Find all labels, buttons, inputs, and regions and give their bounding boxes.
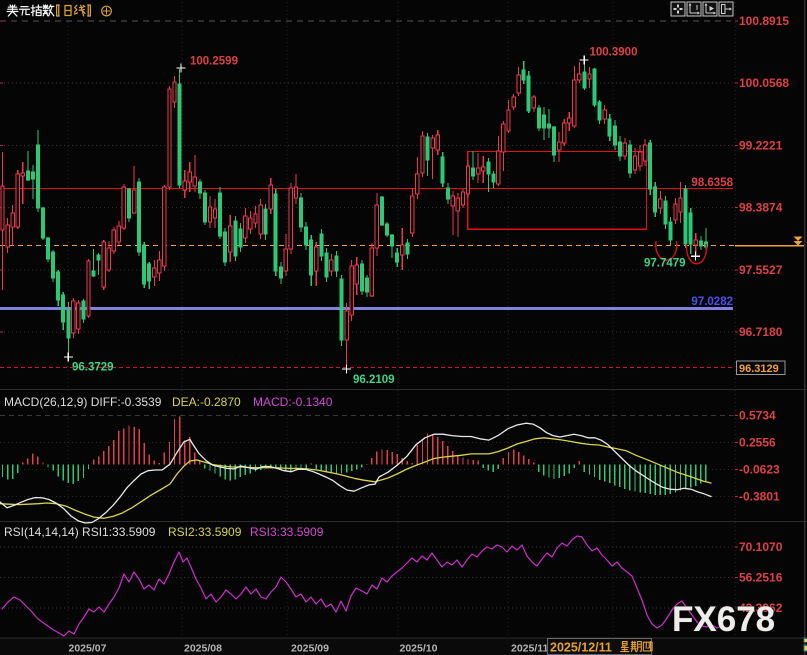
svg-text:2025/08: 2025/08 xyxy=(184,643,222,655)
svg-text:0.2556: 0.2556 xyxy=(739,436,776,450)
svg-text:RSI(14,14,14) RSI1:33.5909: RSI(14,14,14) RSI1:33.5909 xyxy=(4,525,156,539)
svg-text:0.5734: 0.5734 xyxy=(739,409,776,423)
svg-text:FX678: FX678 xyxy=(672,600,775,639)
svg-text:100.3900: 100.3900 xyxy=(590,47,638,59)
svg-text:97.5527: 97.5527 xyxy=(739,263,783,277)
svg-text:98.6358: 98.6358 xyxy=(691,177,733,189)
svg-text:2025/12/11: 2025/12/11 xyxy=(550,641,612,655)
svg-text:2025/09: 2025/09 xyxy=(291,643,329,655)
svg-text:-0.3801: -0.3801 xyxy=(739,489,780,503)
svg-text:70.1070: 70.1070 xyxy=(739,540,783,554)
svg-text:96.7180: 96.7180 xyxy=(739,325,783,339)
svg-text:100.2599: 100.2599 xyxy=(190,56,238,68)
svg-text:2025/10: 2025/10 xyxy=(400,643,438,655)
svg-text:96.2109: 96.2109 xyxy=(353,374,395,386)
svg-text:RSI3:33.5909: RSI3:33.5909 xyxy=(250,525,324,539)
svg-text:MACD:-0.1340: MACD:-0.1340 xyxy=(253,395,333,409)
svg-text:96.3729: 96.3729 xyxy=(72,362,114,374)
svg-text:100.0568: 100.0568 xyxy=(739,76,789,90)
svg-text:DEA:-0.2870: DEA:-0.2870 xyxy=(172,395,241,409)
svg-text:98.3874: 98.3874 xyxy=(739,201,783,215)
svg-text:96.3129: 96.3129 xyxy=(739,363,779,375)
svg-text:42.3962: 42.3962 xyxy=(739,601,783,615)
svg-text:56.2516: 56.2516 xyxy=(739,571,783,585)
svg-text:2025/11: 2025/11 xyxy=(511,643,549,655)
svg-text:-0.0623: -0.0623 xyxy=(739,462,780,476)
svg-text:RSI2:33.5909: RSI2:33.5909 xyxy=(168,525,242,539)
svg-text:MACD(26,12,9) DIFF:-0.3539: MACD(26,12,9) DIFF:-0.3539 xyxy=(4,395,162,409)
svg-text:2025/07: 2025/07 xyxy=(69,643,107,655)
svg-text:100.8915: 100.8915 xyxy=(739,14,789,28)
svg-text:97.0282: 97.0282 xyxy=(691,296,733,308)
svg-text:97.7479: 97.7479 xyxy=(644,258,686,270)
svg-text:99.2221: 99.2221 xyxy=(739,138,783,152)
